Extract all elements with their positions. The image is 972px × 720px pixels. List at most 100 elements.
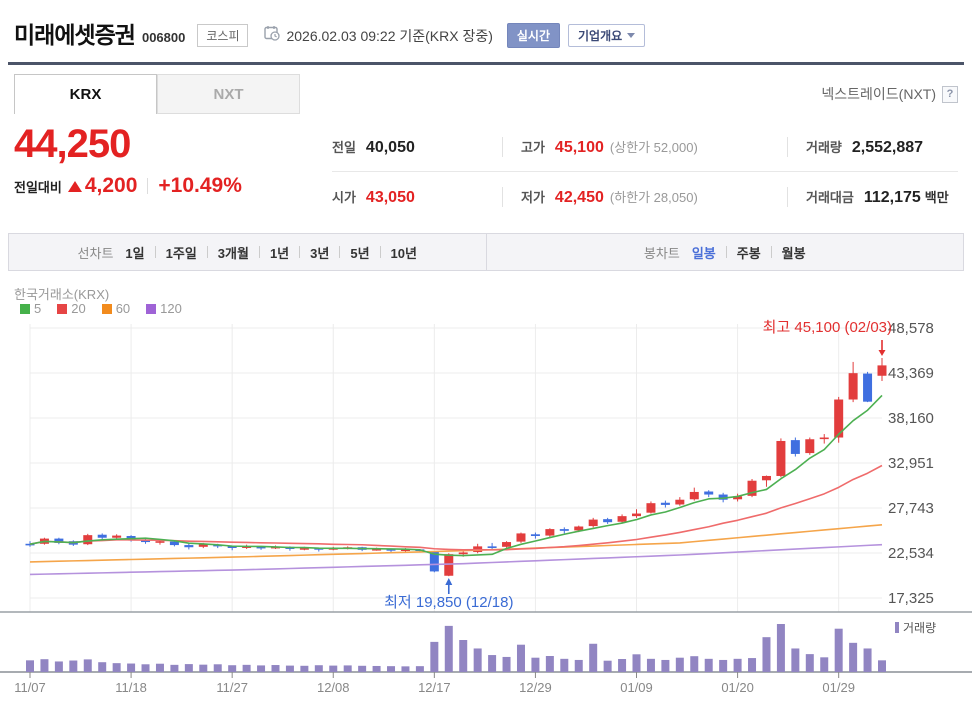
range-3month[interactable]: 3개월 (217, 245, 249, 261)
range-5year[interactable]: 5년 (350, 245, 370, 261)
volume-bar (863, 648, 872, 672)
up-triangle-icon (67, 180, 82, 192)
ma60-swatch-icon (101, 303, 112, 314)
range-1week[interactable]: 1주일 (165, 245, 197, 261)
change-separator (147, 178, 149, 194)
volume-bar (690, 656, 699, 672)
volume-bar (820, 657, 829, 672)
candle-body (97, 534, 107, 538)
volume-bar (285, 665, 294, 672)
high-cell: 고가 45,100 (상한가 52,000) (502, 136, 787, 157)
volume-bar (199, 664, 208, 672)
range-3year[interactable]: 3년 (310, 245, 330, 261)
volume-bar (69, 660, 78, 672)
low-value: 42,450 (554, 188, 604, 206)
ma5-line (29, 394, 883, 557)
candle-body (863, 373, 873, 402)
candle-body (227, 546, 237, 548)
volume-value: 2,552,887 (851, 138, 924, 156)
y-axis-label: 17,325 (888, 590, 934, 607)
period-weekly[interactable]: 주봉 (736, 245, 761, 261)
volume-bar (878, 660, 886, 672)
ma5-swatch-icon (20, 303, 30, 314)
ma60-legend: 60 (101, 301, 130, 316)
candle-body (516, 533, 526, 542)
candle-body (386, 548, 396, 551)
nextrade-label: 넥스트레이드(NXT) (821, 86, 936, 102)
volume-bar (430, 641, 439, 672)
candle-body (372, 548, 382, 551)
volume-bar (762, 637, 771, 672)
calendar-clock-icon (264, 25, 281, 46)
volume-legend-label: 거래량 (903, 621, 936, 635)
candle-body (256, 546, 266, 549)
volume-bar (589, 643, 598, 672)
candle-body (559, 529, 569, 531)
volume-bar (502, 656, 511, 672)
volume-bar (401, 666, 410, 672)
stock-chart: 48,578 43,369 38,160 32,951 27,743 22,534 17,3… (0, 319, 972, 695)
volume-bar (372, 665, 381, 672)
period-daily[interactable]: 일봉 (691, 245, 716, 261)
volume-bar (26, 660, 34, 672)
candle-body (805, 439, 815, 454)
header-divider (8, 62, 964, 65)
nextrade-link[interactable]: 넥스트레이드(NXT) ? (821, 84, 958, 104)
volume-bar (184, 664, 193, 672)
prev-close-label: 전일 (332, 139, 356, 155)
volume-bar (776, 624, 785, 672)
x-axis-label: 12/29 (519, 680, 552, 695)
low-label: 저가 (521, 189, 545, 205)
candle-body (588, 519, 598, 527)
volume-bar (242, 664, 251, 672)
volume-bar (387, 666, 396, 672)
quote-row-2: 시가 43,050 저가 42,450 (하한가 28,050) 거래대금 11… (332, 172, 958, 221)
quote-datetime: 2026.02.03 09:22 기준(KRX 장중) (286, 27, 493, 44)
candle-body (141, 539, 151, 543)
ma20-legend: 20 (57, 301, 86, 316)
y-axis-label: 27,743 (888, 500, 934, 517)
volume-bar (618, 659, 627, 672)
x-axis-label: 11/07 (14, 680, 46, 695)
x-axis-label: 01/20 (721, 680, 754, 695)
candle-body (819, 437, 829, 440)
x-axis-label: 01/09 (620, 680, 653, 695)
volume-bar (228, 665, 237, 672)
candle-body (646, 503, 656, 513)
company-overview-button[interactable]: 기업개요 (568, 23, 646, 47)
volume-bar (531, 657, 540, 672)
ma120-swatch-icon (146, 303, 157, 314)
range-10year[interactable]: 10년 (390, 245, 417, 261)
ma60-line (29, 523, 883, 563)
candle-body (574, 526, 584, 531)
volume-bar (545, 656, 554, 672)
change-label: 전일대비 (14, 179, 62, 195)
volume-bar (574, 659, 583, 672)
candle-body (617, 516, 627, 522)
tab-nxt[interactable]: NXT (157, 74, 300, 114)
candle-body (429, 551, 439, 572)
range-1day[interactable]: 1일 (125, 245, 145, 261)
candle-body (848, 373, 858, 400)
y-axis-label: 22,534 (888, 545, 934, 562)
candle-body (545, 529, 555, 536)
chart-area: 한국거래소(KRX) 5 20 60 120 48,578 43,369 38,16… (0, 280, 972, 720)
ma-legend: 5 20 60 120 (20, 301, 182, 316)
range-1year[interactable]: 1년 (269, 245, 290, 261)
open-cell: 시가 43,050 (332, 187, 502, 207)
chevron-down-icon (627, 32, 636, 38)
help-icon[interactable]: ? (942, 85, 958, 103)
realtime-button[interactable]: 실시간 (506, 22, 561, 48)
high-value: 45,100 (554, 138, 604, 156)
volume-bar (704, 658, 713, 672)
trade-value-value: 112,175 (863, 188, 921, 206)
toolbar-divider (725, 246, 727, 258)
y-axis-label: 32,951 (888, 455, 934, 472)
candle-chart-group: 봉차트 일봉 주봉 월봉 (485, 234, 964, 270)
candle-body (530, 534, 540, 537)
candle-body (112, 535, 122, 538)
period-monthly[interactable]: 월봉 (781, 245, 806, 261)
current-price: 44,250 (14, 122, 131, 166)
tab-krx[interactable]: KRX (14, 74, 157, 114)
line-chart-group: 선차트 1일 1주일 3개월 1년 3년 5년 10년 (9, 234, 486, 270)
